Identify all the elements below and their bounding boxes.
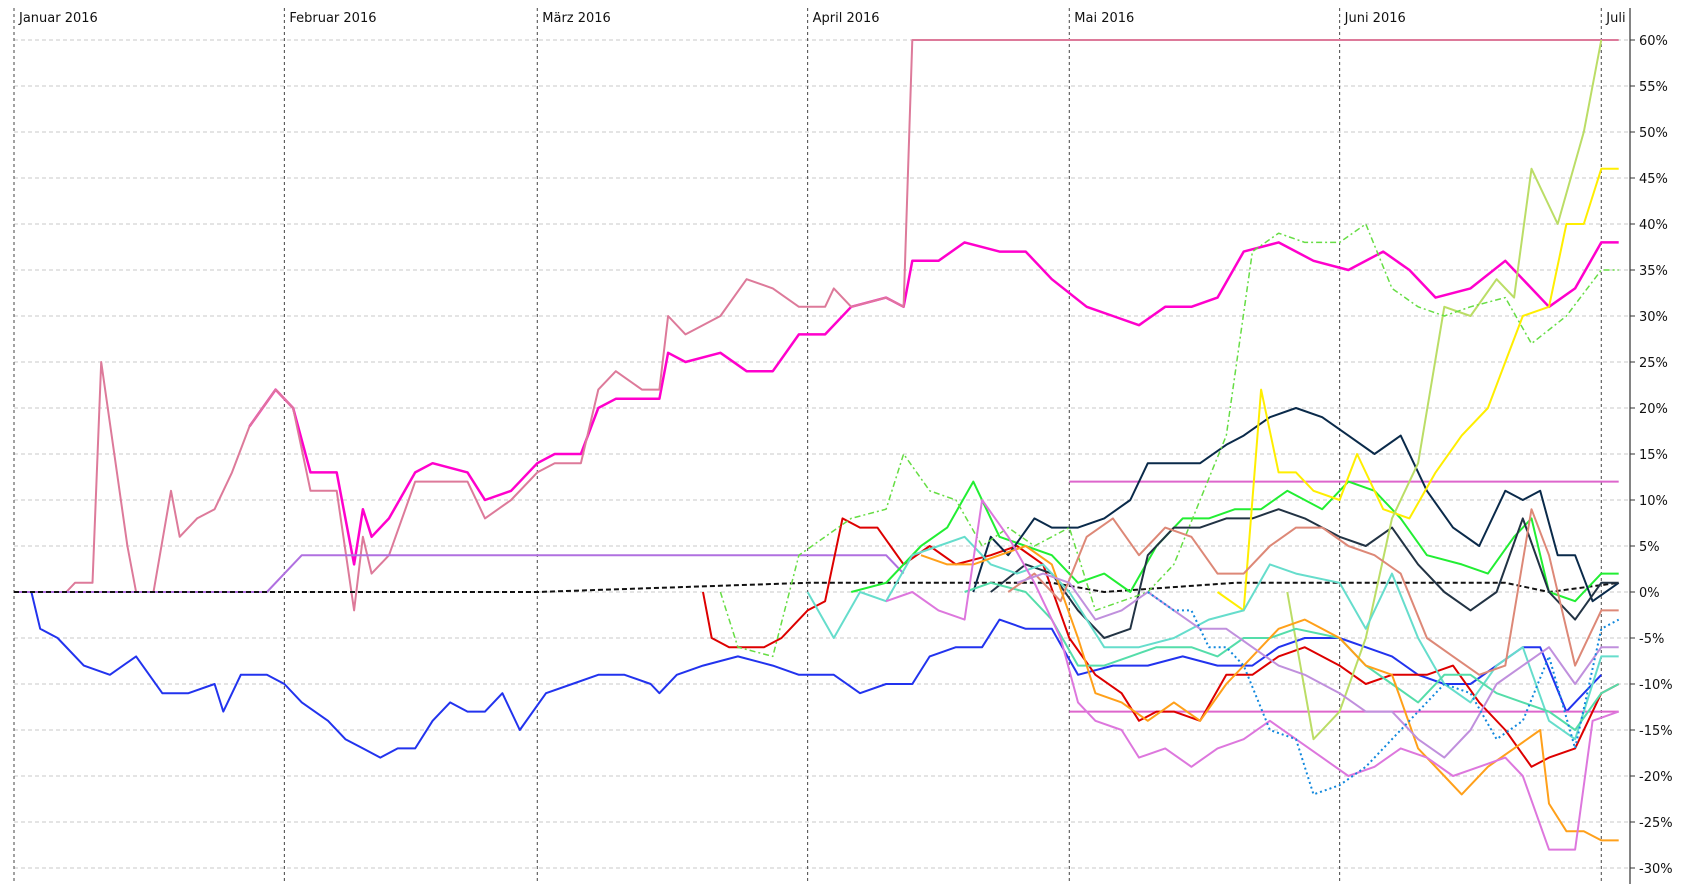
horizontal-gridlines xyxy=(14,39,1630,869)
y-tick-label: 60% xyxy=(1639,34,1668,49)
y-tick-label: 30% xyxy=(1639,310,1668,325)
y-tick-label: 50% xyxy=(1639,126,1668,141)
series-line-1 xyxy=(30,591,1603,759)
y-tick-label: 5% xyxy=(1639,540,1660,555)
y-tick-label: -10% xyxy=(1639,678,1673,693)
y-tick-label: -15% xyxy=(1639,724,1673,739)
month-label: Juli xyxy=(1605,11,1625,26)
series-line-21 xyxy=(1147,591,1620,796)
series-line-14 xyxy=(719,223,1619,658)
y-tick-label: -25% xyxy=(1639,816,1673,831)
month-labels: Januar 2016 Februar 2016 März 2016 April 20… xyxy=(18,11,1626,26)
series-line-3 xyxy=(14,39,1619,612)
y-axis: 60% 55% 50% 45% 40% 35% 30% 25% 20% 15% 10% 5% 0% -5%… xyxy=(1629,8,1673,884)
month-label: Mai 2016 xyxy=(1074,11,1134,26)
month-gridlines xyxy=(13,8,1602,884)
series-lines xyxy=(14,39,1620,851)
series-line-16 xyxy=(964,581,1620,731)
month-label: März 2016 xyxy=(542,11,611,26)
y-tick-label: 40% xyxy=(1639,218,1668,233)
series-line-7 xyxy=(14,581,1619,593)
y-tick-label: 35% xyxy=(1639,264,1668,279)
series-line-20 xyxy=(1016,572,1619,759)
series-line-8 xyxy=(702,517,1620,768)
y-tick-label: 10% xyxy=(1639,494,1668,509)
series-line-11 xyxy=(990,508,1619,639)
y-tick-label: -20% xyxy=(1639,770,1673,785)
y-tick-label: -30% xyxy=(1639,862,1673,877)
month-label: April 2016 xyxy=(813,11,880,26)
series-line-17 xyxy=(1007,508,1619,676)
series-line-10 xyxy=(972,407,1620,603)
month-label: Juni 2016 xyxy=(1344,11,1406,26)
y-tick-label: -5% xyxy=(1639,632,1664,647)
series-line-15 xyxy=(806,535,1619,741)
series-line-19 xyxy=(885,499,1620,851)
y-tick-label: 15% xyxy=(1639,448,1668,463)
y-tick-label: 0% xyxy=(1639,586,1660,601)
y-tick-label: 25% xyxy=(1639,356,1668,371)
month-label: Januar 2016 xyxy=(18,11,98,26)
series-line-12 xyxy=(1216,167,1619,612)
series-line-18 xyxy=(920,545,1619,842)
series-line-6 xyxy=(14,554,905,593)
series-line-2 xyxy=(248,241,1619,566)
month-label: Februar 2016 xyxy=(289,11,376,26)
y-tick-label: 45% xyxy=(1639,172,1668,187)
y-tick-label: 55% xyxy=(1639,80,1668,95)
y-tick-label: 20% xyxy=(1639,402,1668,417)
